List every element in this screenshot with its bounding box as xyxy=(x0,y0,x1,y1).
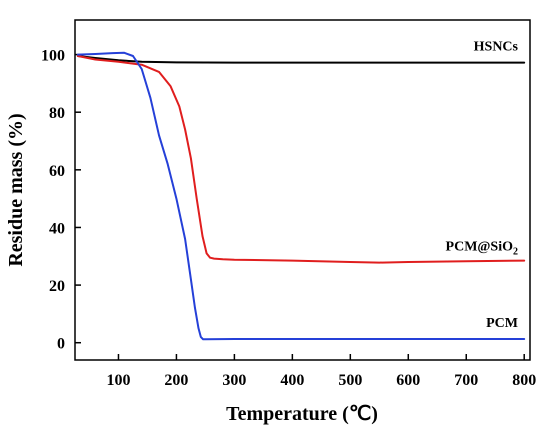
x-tick-label: 800 xyxy=(512,372,536,389)
series-label-pcm-sio2: PCM@SiO2 xyxy=(446,240,518,258)
y-tick-label: 100 xyxy=(41,48,65,65)
x-tick-label: 100 xyxy=(106,372,130,389)
series-label-hsncs: HSNCs xyxy=(474,40,519,55)
x-tick-label: 700 xyxy=(454,372,478,389)
axis-ticks: 100 200 300 400 500 600 700 800 0 20 40 60 80 100 xyxy=(41,48,536,389)
y-axis-title: Residue mass (%) xyxy=(5,113,27,266)
series-label-pcm: PCM xyxy=(486,316,518,331)
series-line-pcm xyxy=(76,51,526,341)
y-tick-label: 80 xyxy=(49,105,65,122)
series-line-hsncs xyxy=(76,55,526,64)
series-labels: HSNCs PCM@SiO2 PCM xyxy=(446,40,519,331)
plot-frame xyxy=(74,19,531,361)
x-tick-label: 200 xyxy=(164,372,188,389)
x-tick-label: 500 xyxy=(338,372,362,389)
x-axis-title: Temperature (℃) xyxy=(226,403,378,425)
y-tick-label: 20 xyxy=(49,278,65,295)
x-tick-label: 300 xyxy=(222,372,246,389)
y-tick-label: 0 xyxy=(57,336,65,353)
x-tick-label: 600 xyxy=(396,372,420,389)
y-tick-label: 40 xyxy=(49,220,65,237)
series-line-pcm-sio2 xyxy=(76,55,526,264)
y-tick-label: 60 xyxy=(49,163,65,180)
x-tick-label: 400 xyxy=(280,372,304,389)
series-lines xyxy=(76,51,526,341)
